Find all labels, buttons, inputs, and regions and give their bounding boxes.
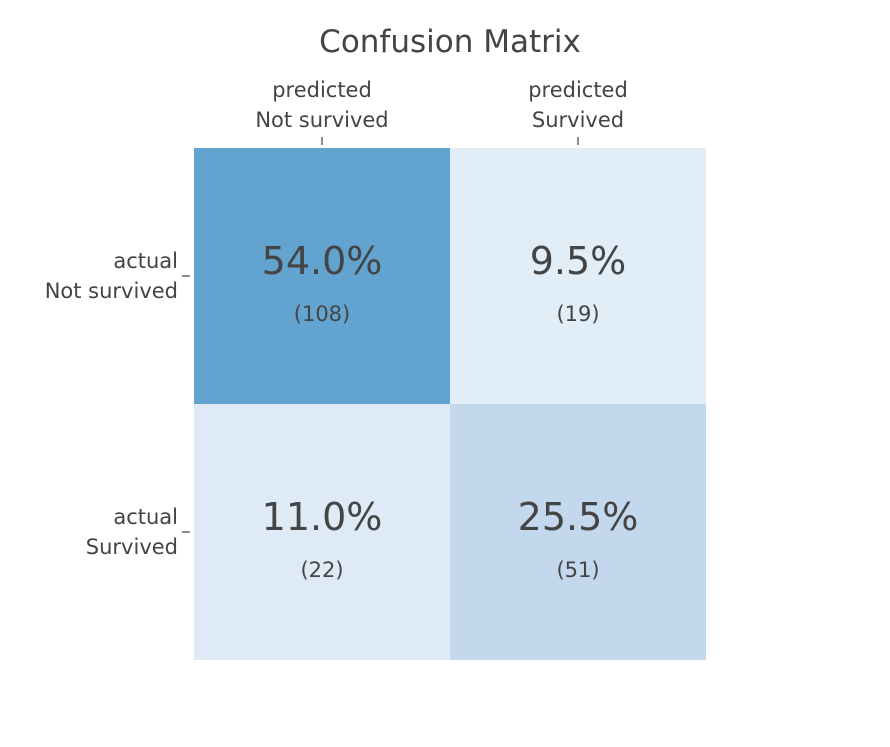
cell-count-label: (19): [556, 302, 599, 326]
y-axis: actual Not survived actual Survived: [45, 249, 190, 559]
x-tick-label-line: predicted: [272, 78, 372, 102]
cell-percent-label: 25.5%: [518, 495, 639, 539]
chart-title: Confusion Matrix: [319, 24, 581, 60]
cell-percent-label: 11.0%: [262, 495, 383, 539]
cell-labels: 54.0% (108) 9.5% (19) 11.0% (22) 25.5% (51): [262, 239, 639, 582]
x-axis: predicted Not survived predicted Survived: [255, 78, 628, 145]
x-tick-label-line: predicted: [528, 78, 628, 102]
y-tick-label: actual Not survived: [45, 249, 178, 303]
x-tick-label: predicted Not survived: [255, 78, 388, 132]
heatmap-cell: [450, 148, 706, 404]
y-tick-label-line: Survived: [86, 535, 178, 559]
heatmap-cells: [194, 148, 706, 660]
y-tick-label: actual Survived: [86, 505, 178, 559]
cell-count-label: (22): [300, 558, 343, 582]
y-tick-label-line: actual: [113, 505, 178, 529]
heatmap-cell: [450, 404, 706, 660]
y-tick-label-line: Not survived: [45, 279, 178, 303]
y-tick-label-line: actual: [113, 249, 178, 273]
cell-count-label: (51): [556, 558, 599, 582]
heatmap-cell: [194, 148, 450, 404]
cell-percent-label: 54.0%: [262, 239, 383, 283]
cell-count-label: (108): [294, 302, 350, 326]
x-tick-label-line: Not survived: [255, 108, 388, 132]
x-tick-label-line: Survived: [532, 108, 624, 132]
cell-percent-label: 9.5%: [530, 239, 627, 283]
x-tick-label: predicted Survived: [528, 78, 628, 132]
heatmap-cell: [194, 404, 450, 660]
